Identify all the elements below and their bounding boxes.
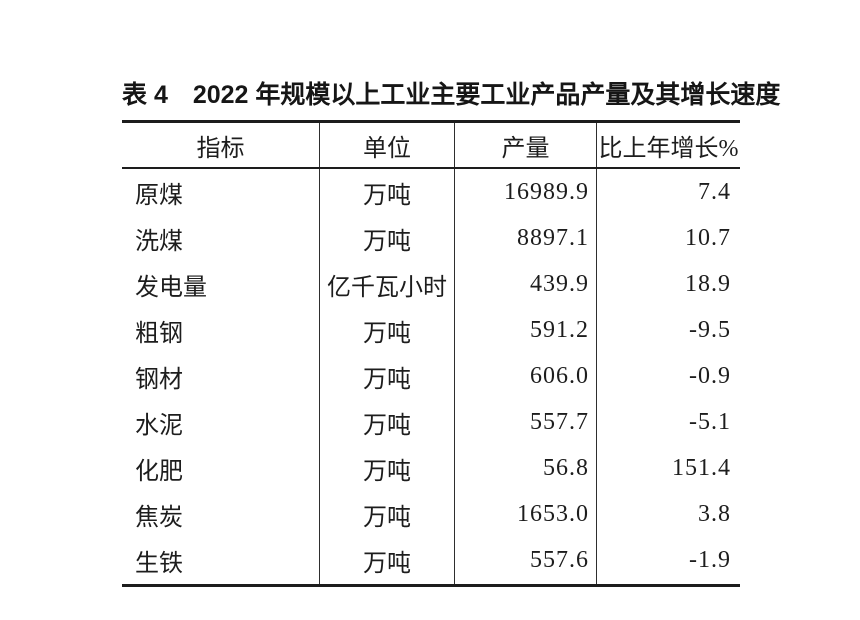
column-header-output: 产量 (455, 123, 597, 167)
indicator-cell: 粗钢 (122, 307, 320, 354)
table-title: 表 4 2022 年规模以上工业主要工业产品产量及其增长速度 (122, 81, 781, 109)
output-cell: 56.8 (455, 445, 597, 492)
output-cell: 16989.9 (455, 169, 597, 216)
growth-cell: -9.5 (689, 316, 731, 343)
output-cell: 557.6 (455, 537, 597, 584)
growth-cell: -1.9 (689, 547, 731, 574)
indicator-cell: 焦炭 (122, 491, 320, 538)
unit-cell: 万吨 (320, 169, 455, 216)
unit-cell: 万吨 (320, 215, 455, 262)
indicator-cell: 钢材 (122, 353, 320, 400)
indicator-cell: 生铁 (122, 537, 320, 584)
output-cell: 8897.1 (455, 215, 597, 262)
growth-cell: 10.7 (685, 224, 731, 251)
unit-cell: 万吨 (320, 491, 455, 538)
output-cell: 1653.0 (455, 491, 597, 538)
growth-cell: 18.9 (685, 270, 731, 297)
table-row: 化肥 万吨 56.8 151.4 (122, 445, 740, 492)
column-header-indicator: 指标 (122, 123, 320, 167)
output-cell: 439.9 (455, 261, 597, 308)
unit-cell: 万吨 (320, 353, 455, 400)
table-row: 粗钢 万吨 591.2 -9.5 (122, 307, 740, 354)
industrial-products-table: 指标 单位 产量 比上年增长% 原煤 万吨 16989.9 7.4 洗煤 万吨 … (122, 120, 740, 587)
unit-cell: 万吨 (320, 537, 455, 584)
table-row: 钢材 万吨 606.0 -0.9 (122, 353, 740, 400)
unit-cell: 亿千瓦小时 (320, 261, 455, 308)
growth-cell: 151.4 (672, 455, 731, 482)
table-row: 焦炭 万吨 1653.0 3.8 (122, 491, 740, 538)
output-cell: 606.0 (455, 353, 597, 400)
output-cell: 557.7 (455, 399, 597, 446)
column-header-growth: 比上年增长% (598, 135, 739, 162)
column-header-unit: 单位 (320, 123, 455, 167)
unit-cell: 万吨 (320, 399, 455, 446)
indicator-cell: 水泥 (122, 399, 320, 446)
output-cell: 591.2 (455, 307, 597, 354)
unit-cell: 万吨 (320, 307, 455, 354)
indicator-cell: 化肥 (122, 445, 320, 492)
table-row: 洗煤 万吨 8897.1 10.7 (122, 215, 740, 262)
table-row: 发电量 亿千瓦小时 439.9 18.9 (122, 261, 740, 308)
growth-cell: -0.9 (689, 362, 731, 389)
table-row: 原煤 万吨 16989.9 7.4 (122, 169, 740, 216)
table-row: 水泥 万吨 557.7 -5.1 (122, 399, 740, 446)
unit-cell: 万吨 (320, 445, 455, 492)
indicator-cell: 原煤 (122, 169, 320, 216)
growth-cell: -5.1 (689, 409, 731, 436)
growth-cell: 3.8 (698, 501, 731, 528)
growth-cell: 7.4 (698, 178, 731, 205)
indicator-cell: 发电量 (122, 261, 320, 308)
indicator-cell: 洗煤 (122, 215, 320, 262)
table-header-row: 指标 单位 产量 比上年增长% (122, 123, 740, 169)
table-row: 生铁 万吨 557.6 -1.9 (122, 537, 740, 584)
